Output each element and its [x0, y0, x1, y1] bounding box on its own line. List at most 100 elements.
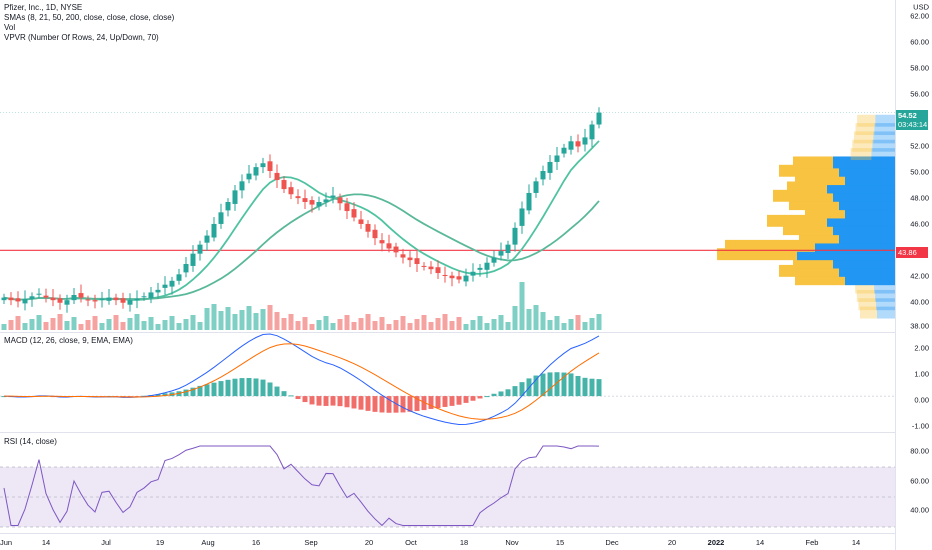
- volume-bar: [316, 320, 322, 330]
- price-tick: 58.00: [910, 63, 929, 73]
- macd-histogram-bar: [246, 378, 252, 397]
- time-tick: 20: [667, 538, 677, 547]
- vpvr-down-row: [855, 123, 875, 136]
- vpvr-up-row: [845, 206, 895, 219]
- time-tick: 15: [555, 538, 565, 547]
- candle-body: [218, 212, 224, 224]
- volume-bar: [582, 322, 588, 330]
- price-tick: 40.00: [910, 297, 929, 307]
- macd-histogram-bar: [225, 379, 231, 397]
- sma-indicator-label[interactable]: SMAs (8, 21, 50, 200, close, close, clos…: [4, 13, 175, 22]
- candle-body: [246, 173, 252, 180]
- volume-bar: [78, 324, 84, 330]
- macd-histogram-bar: [449, 396, 455, 406]
- macd-indicator-label[interactable]: MACD (12, 26, close, 9, EMA, EMA): [4, 336, 133, 345]
- price-tick: 38.00: [910, 321, 929, 331]
- price-axis[interactable]: USD 62.00 60.00 58.00 56.00 52.00 50.00 …: [895, 0, 932, 550]
- candle-body: [400, 254, 406, 258]
- macd-tick: -1.00: [911, 421, 929, 431]
- macd-histogram-bar: [302, 396, 308, 403]
- vpvr-down-row: [773, 189, 833, 202]
- candle-body: [330, 195, 336, 198]
- candle-body: [512, 227, 518, 245]
- rsi-tick: 80.00: [910, 446, 929, 456]
- volume-bar: [260, 309, 266, 330]
- candle-body: [1, 297, 7, 301]
- volume-bar: [554, 316, 560, 330]
- volume-bar: [1, 324, 7, 330]
- macd-histogram-bar: [267, 382, 273, 397]
- candle-body: [519, 208, 525, 226]
- vpvr-down-row: [805, 206, 845, 219]
- vpvr-up-row: [833, 156, 895, 169]
- candle-body: [8, 297, 14, 301]
- candle-body: [92, 300, 98, 302]
- candle-body: [260, 163, 266, 168]
- candle-body: [323, 199, 329, 202]
- vpvr-up-row: [833, 223, 895, 236]
- macd-tick: 2.00: [914, 343, 929, 353]
- candle-body: [372, 229, 378, 239]
- volume-bar: [442, 314, 448, 330]
- vpvr-histogram: [717, 114, 895, 319]
- candle-body: [302, 198, 308, 202]
- price-candles: [1, 107, 602, 313]
- volume-bar: [400, 316, 406, 330]
- pane-divider-price-macd[interactable]: [0, 332, 895, 333]
- macd-histogram-bar: [218, 381, 224, 397]
- volume-indicator-label[interactable]: Vol: [4, 23, 16, 32]
- horizontal-line-price-badge[interactable]: 43.86: [896, 247, 928, 258]
- vpvr-down-row: [793, 256, 833, 269]
- rsi-pane-legend[interactable]: RSI (14, close): [4, 437, 57, 447]
- volume-bar: [134, 314, 140, 330]
- volume-bar: [50, 318, 56, 330]
- volume-bar: [484, 323, 490, 330]
- time-tick: Dec: [605, 538, 619, 547]
- volume-bar: [281, 318, 287, 330]
- volume-bar: [295, 321, 301, 330]
- volume-bar: [92, 316, 98, 330]
- volume-bar: [197, 322, 203, 330]
- volume-bar: [190, 315, 196, 330]
- candle-body: [393, 246, 399, 253]
- macd-histogram-bar: [260, 379, 266, 397]
- candle-body: [141, 296, 147, 298]
- macd-histogram-bar: [470, 396, 476, 401]
- time-tick: Oct: [405, 538, 417, 547]
- rsi-indicator-label[interactable]: RSI (14, close): [4, 437, 57, 446]
- candle-body: [561, 147, 567, 154]
- vpvr-indicator-label[interactable]: VPVR (Number Of Rows, 24, Up/Down, 70): [4, 33, 159, 42]
- candle-body: [29, 296, 35, 299]
- macd-histogram-bar: [309, 396, 315, 405]
- vpvr-up-row: [845, 173, 895, 186]
- symbol-title[interactable]: Pfizer, Inc., 1D, NYSE: [4, 3, 83, 12]
- volume-bar: [575, 315, 581, 330]
- volume-bar: [232, 314, 238, 330]
- macd-histogram-bar: [386, 396, 392, 413]
- candle-body: [414, 258, 420, 264]
- time-tick: Sep: [304, 538, 318, 547]
- pane-divider-macd-rsi[interactable]: [0, 432, 895, 433]
- volume-bar: [127, 318, 133, 330]
- macd-histogram-bar: [239, 378, 245, 397]
- macd-histogram-bar: [183, 389, 189, 397]
- price-tick: 62.00: [910, 11, 929, 21]
- macd-pane-legend[interactable]: MACD (12, 26, close, 9, EMA, EMA): [4, 336, 133, 346]
- price-pane-legend: Pfizer, Inc., 1D, NYSE SMAs (8, 21, 50, …: [4, 3, 174, 43]
- time-tick: 16: [251, 538, 261, 547]
- macd-histogram-bar: [358, 396, 364, 410]
- macd-histogram-bar: [568, 373, 574, 397]
- candle-body: [505, 244, 511, 254]
- price-tick: 50.00: [910, 167, 929, 177]
- vpvr-up-row: [877, 306, 895, 319]
- time-tick: 14: [851, 538, 861, 547]
- candle-body: [526, 192, 532, 211]
- volume-bar: [344, 315, 350, 330]
- candle-body: [113, 297, 119, 301]
- volume-bar: [176, 323, 182, 330]
- volume-bar: [337, 319, 343, 330]
- volume-bar: [309, 324, 315, 330]
- candle-body: [211, 223, 217, 238]
